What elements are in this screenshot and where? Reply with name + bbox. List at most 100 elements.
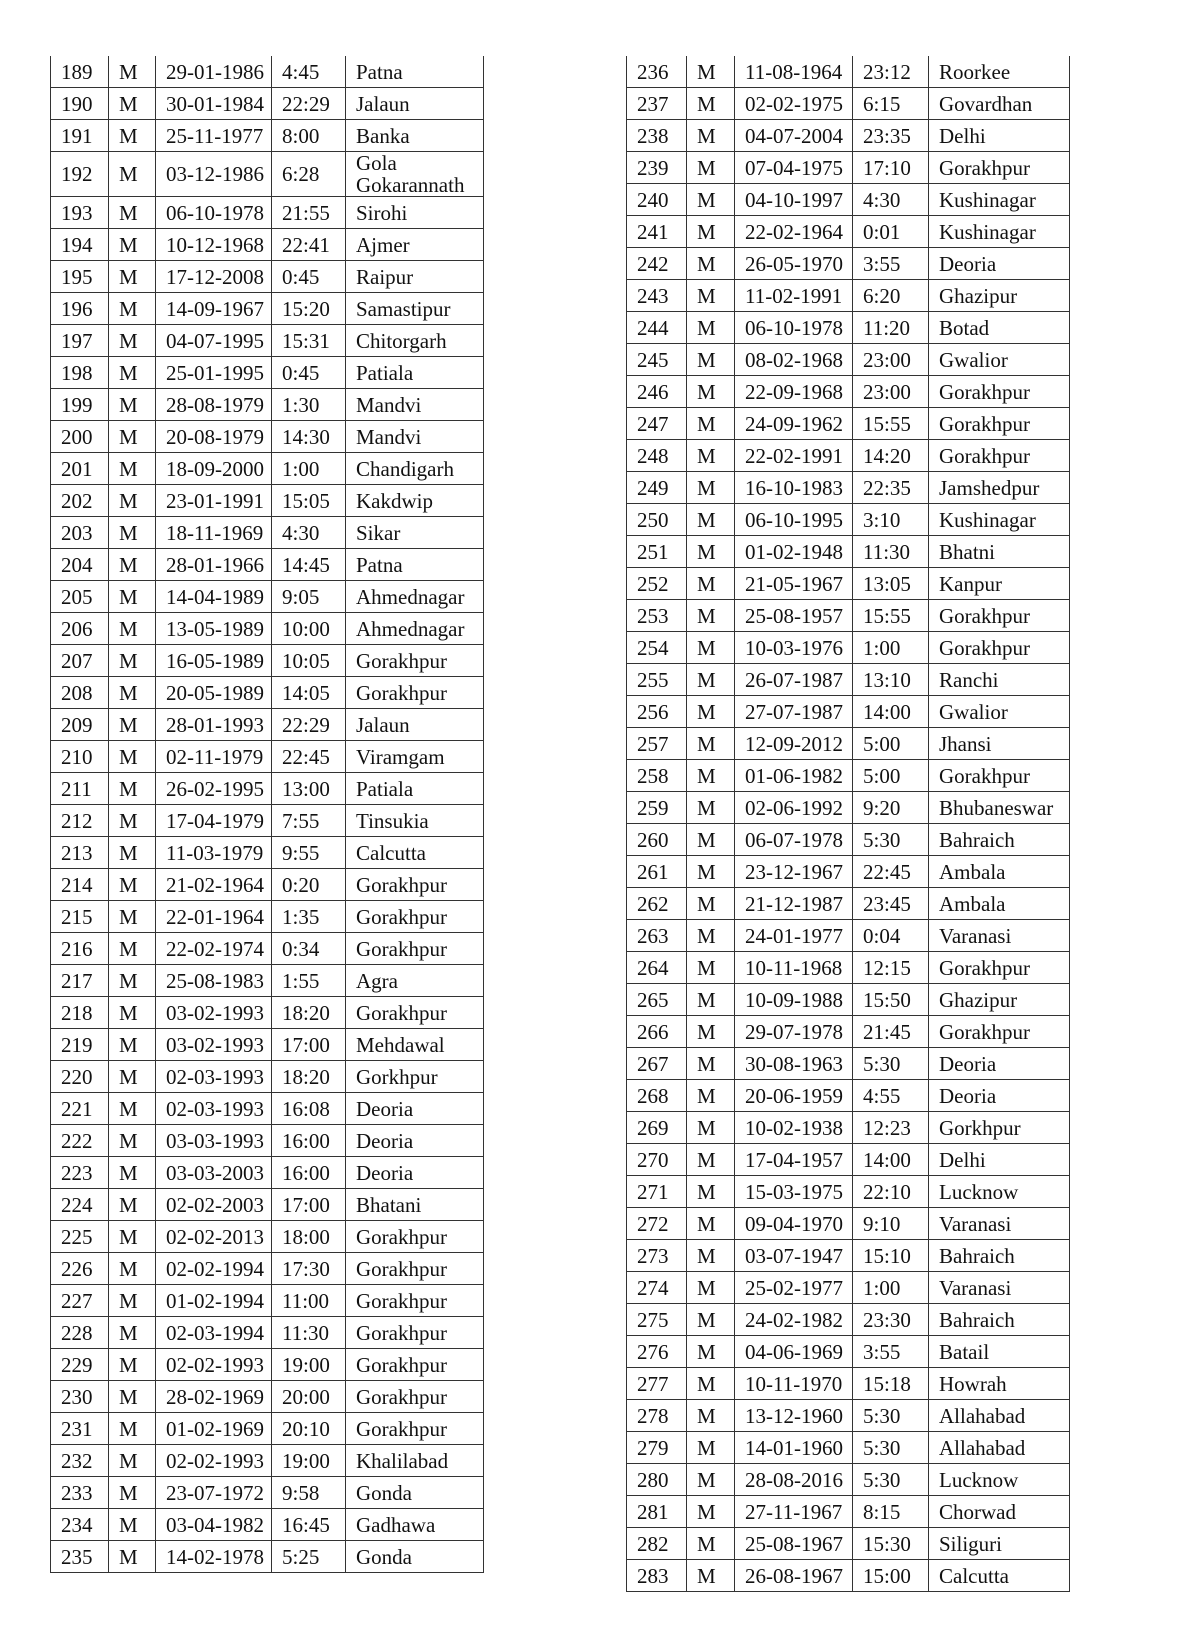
birth-place-cell: Agra bbox=[345, 964, 484, 997]
birth-place-cell: Mandvi bbox=[345, 388, 484, 421]
serial-number-cell: 199 bbox=[50, 388, 109, 421]
sex-cell: M bbox=[686, 503, 735, 536]
birth-time-cell: 5:30 bbox=[852, 1431, 929, 1464]
sex-cell: M bbox=[108, 260, 156, 293]
birth-place-cell: Deoria bbox=[345, 1124, 484, 1157]
sex-cell: M bbox=[108, 1220, 156, 1253]
birth-place-cell: Lucknow bbox=[928, 1463, 1070, 1496]
sex-cell: M bbox=[108, 1284, 156, 1317]
table-row: 229 M 02-02-1993 19:00 Gorakhpur bbox=[50, 1348, 484, 1381]
sex-cell: M bbox=[686, 407, 735, 440]
birth-date-cell: 27-11-1967 bbox=[734, 1495, 853, 1528]
birth-time-cell: 10:05 bbox=[271, 644, 346, 677]
birth-time-cell: 13:05 bbox=[852, 567, 929, 600]
birth-place-cell: Kanpur bbox=[928, 567, 1070, 600]
birth-time-cell: 15:30 bbox=[852, 1527, 929, 1560]
sex-cell: M bbox=[686, 279, 735, 312]
birth-time-cell: 4:45 bbox=[271, 56, 346, 88]
table-row: 201 M 18-09-2000 1:00 Chandigarh bbox=[50, 452, 484, 485]
birth-time-cell: 15:50 bbox=[852, 983, 929, 1016]
birth-time-cell: 5:30 bbox=[852, 1463, 929, 1496]
serial-number-cell: 246 bbox=[626, 375, 687, 408]
birth-date-cell: 10-02-1938 bbox=[734, 1111, 853, 1144]
birth-date-cell: 03-03-1993 bbox=[155, 1124, 272, 1157]
birth-date-cell: 18-11-1969 bbox=[155, 516, 272, 549]
birth-date-cell: 22-01-1964 bbox=[155, 900, 272, 933]
serial-number-cell: 249 bbox=[626, 471, 687, 504]
birth-place-cell: Patiala bbox=[345, 772, 484, 805]
birth-time-cell: 12:15 bbox=[852, 951, 929, 984]
serial-number-cell: 212 bbox=[50, 804, 109, 837]
serial-number-cell: 262 bbox=[626, 887, 687, 920]
birth-date-cell: 17-04-1957 bbox=[734, 1143, 853, 1176]
birth-date-cell: 07-04-1975 bbox=[734, 151, 853, 184]
birth-place-cell: Botad bbox=[928, 311, 1070, 344]
birth-place-cell: Ghazipur bbox=[928, 279, 1070, 312]
sex-cell: M bbox=[108, 740, 156, 773]
birth-place-cell: Gorakhpur bbox=[928, 151, 1070, 184]
table-row: 223 M 03-03-2003 16:00 Deoria bbox=[50, 1156, 484, 1189]
serial-number-cell: 273 bbox=[626, 1239, 687, 1272]
sex-cell: M bbox=[108, 151, 156, 197]
birth-time-cell: 9:55 bbox=[271, 836, 346, 869]
birth-date-cell: 02-02-1994 bbox=[155, 1252, 272, 1285]
birth-place-cell: Sirohi bbox=[345, 196, 484, 229]
table-row: 259 M 02-06-1992 9:20 Bhubaneswar bbox=[626, 791, 1070, 824]
birth-time-cell: 1:35 bbox=[271, 900, 346, 933]
birth-time-cell: 15:31 bbox=[271, 324, 346, 357]
table-row: 202 M 23-01-1991 15:05 Kakdwip bbox=[50, 484, 484, 517]
serial-number-cell: 257 bbox=[626, 727, 687, 760]
serial-number-cell: 206 bbox=[50, 612, 109, 645]
birth-place-cell: Sikar bbox=[345, 516, 484, 549]
table-row: 281 M 27-11-1967 8:15 Chorwad bbox=[626, 1495, 1070, 1528]
birth-place-cell: Gorakhpur bbox=[345, 996, 484, 1029]
birth-date-cell: 28-02-1969 bbox=[155, 1380, 272, 1413]
birth-time-cell: 5:30 bbox=[852, 1399, 929, 1432]
birth-date-cell: 02-11-1979 bbox=[155, 740, 272, 773]
table-row: 191 M 25-11-1977 8:00 Banka bbox=[50, 119, 484, 152]
birth-place-cell: Bahraich bbox=[928, 1239, 1070, 1272]
birth-time-cell: 22:45 bbox=[852, 855, 929, 888]
table-row: 208 M 20-05-1989 14:05 Gorakhpur bbox=[50, 676, 484, 709]
birth-time-cell: 0:45 bbox=[271, 356, 346, 389]
birth-time-cell: 0:34 bbox=[271, 932, 346, 965]
birth-time-cell: 23:12 bbox=[852, 56, 929, 88]
table-row: 218 M 03-02-1993 18:20 Gorakhpur bbox=[50, 996, 484, 1029]
sex-cell: M bbox=[108, 644, 156, 677]
birth-time-cell: 16:00 bbox=[271, 1124, 346, 1157]
table-row: 231 M 01-02-1969 20:10 Gorakhpur bbox=[50, 1412, 484, 1445]
birth-time-cell: 22:29 bbox=[271, 87, 346, 120]
birth-place-cell: Ambala bbox=[928, 887, 1070, 920]
birth-time-cell: 15:18 bbox=[852, 1367, 929, 1400]
serial-number-cell: 229 bbox=[50, 1348, 109, 1381]
sex-cell: M bbox=[686, 1175, 735, 1208]
table-row: 197 M 04-07-1995 15:31 Chitorgarh bbox=[50, 324, 484, 357]
birth-place-cell: Delhi bbox=[928, 119, 1070, 152]
serial-number-cell: 224 bbox=[50, 1188, 109, 1221]
birth-place-cell: Jhansi bbox=[928, 727, 1070, 760]
table-row: 267 M 30-08-1963 5:30 Deoria bbox=[626, 1047, 1070, 1080]
serial-number-cell: 245 bbox=[626, 343, 687, 376]
serial-number-cell: 265 bbox=[626, 983, 687, 1016]
birth-place-cell: Tinsukia bbox=[345, 804, 484, 837]
table-row: 262 M 21-12-1987 23:45 Ambala bbox=[626, 887, 1070, 920]
serial-number-cell: 250 bbox=[626, 503, 687, 536]
sex-cell: M bbox=[108, 196, 156, 229]
serial-number-cell: 255 bbox=[626, 663, 687, 696]
serial-number-cell: 218 bbox=[50, 996, 109, 1029]
sex-cell: M bbox=[108, 388, 156, 421]
birth-date-cell: 02-02-2013 bbox=[155, 1220, 272, 1253]
birth-time-cell: 11:30 bbox=[852, 535, 929, 568]
birth-place-cell: Banka bbox=[345, 119, 484, 152]
birth-date-cell: 22-02-1974 bbox=[155, 932, 272, 965]
table-row: 236 M 11-08-1964 23:12 Roorkee bbox=[626, 56, 1070, 88]
sex-cell: M bbox=[108, 1508, 156, 1541]
birth-time-cell: 16:00 bbox=[271, 1156, 346, 1189]
sex-cell: M bbox=[108, 1188, 156, 1221]
birth-place-cell: Gorakhpur bbox=[345, 900, 484, 933]
birth-place-cell: Batail bbox=[928, 1335, 1070, 1368]
serial-number-cell: 191 bbox=[50, 119, 109, 152]
serial-number-cell: 192 bbox=[50, 151, 109, 197]
birth-place-cell: Patna bbox=[345, 56, 484, 88]
birth-place-cell: Gorakhpur bbox=[345, 1252, 484, 1285]
